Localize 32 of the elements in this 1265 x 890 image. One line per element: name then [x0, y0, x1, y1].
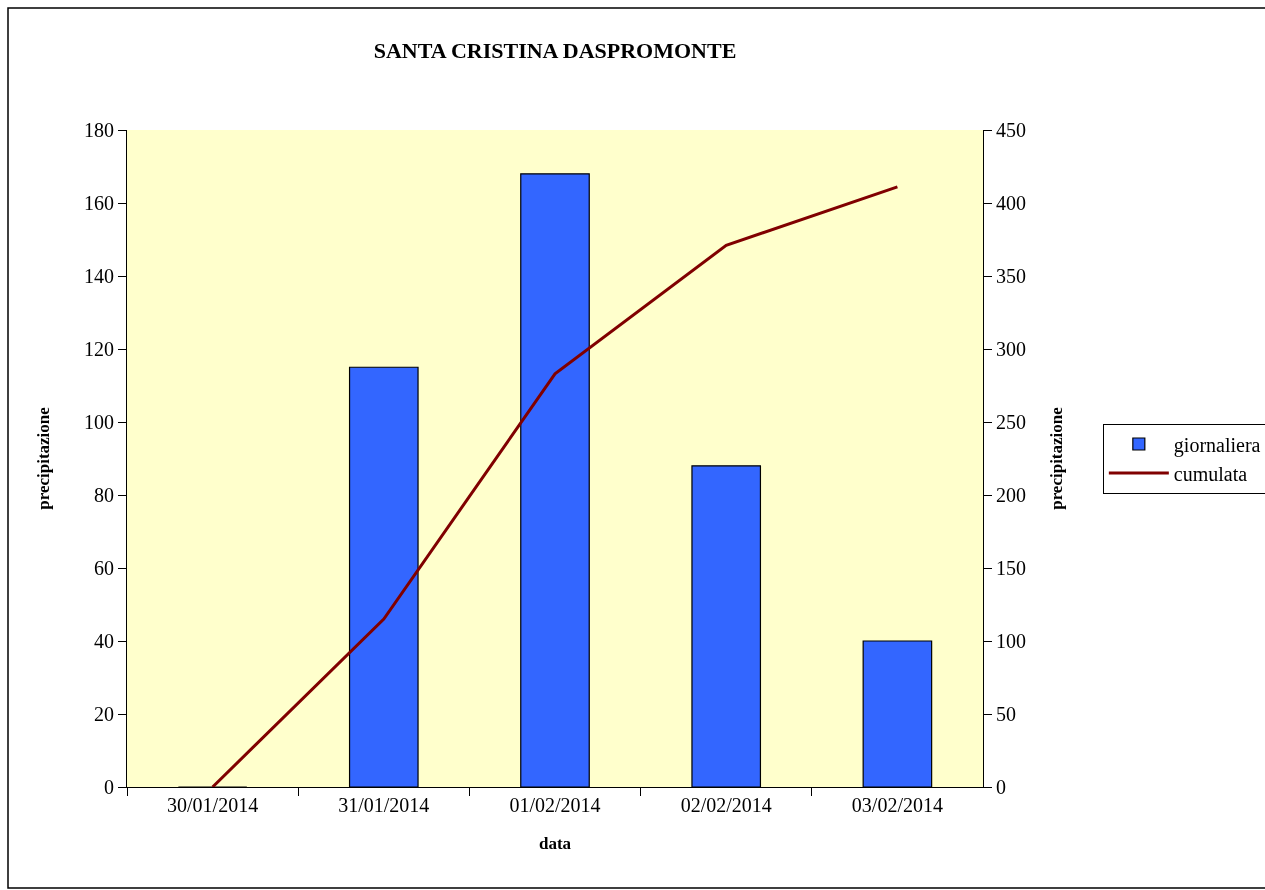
x-tick-label: 01/02/2014 — [509, 794, 601, 816]
y2-tick-label: 50 — [996, 703, 1016, 725]
x-axis-title: data — [538, 834, 572, 854]
y-tick-label: 0 — [104, 776, 114, 798]
x-tick-label: 02/02/2014 — [680, 794, 772, 816]
y2-tick-label: 100 — [996, 630, 1026, 652]
chart-title: SANTA CRISTINA DASPROMONTE — [373, 37, 737, 63]
legend-label: cumulata — [1173, 462, 1248, 485]
y2-tick-label: 300 — [996, 338, 1026, 360]
y2-tick-label: 400 — [996, 192, 1026, 214]
y2-tick-label: 0 — [996, 776, 1006, 798]
y-axis-title: precipitazione — [33, 406, 53, 510]
line-series — [211, 185, 899, 787]
y2-tick-label: 350 — [996, 265, 1026, 287]
legend-label: giornaliera — [1173, 433, 1261, 457]
y-tick-label: 180 — [84, 119, 114, 141]
x-tick-label: 31/01/2014 — [338, 794, 430, 816]
y2-tick-label: 150 — [996, 557, 1026, 579]
y2-tick-label: 250 — [996, 411, 1026, 433]
y-tick-label: 60 — [94, 557, 114, 579]
y-tick-label: 40 — [94, 630, 114, 652]
y-tick-label: 100 — [84, 411, 114, 433]
x-tick-label: 30/01/2014 — [167, 794, 259, 816]
y-tick-label: 140 — [84, 265, 114, 287]
y2-axis-title: precipitazione — [1047, 406, 1067, 510]
y2-tick-label: 200 — [996, 484, 1026, 506]
y-tick-label: 120 — [84, 338, 114, 360]
y-tick-label: 20 — [94, 703, 114, 725]
y-tick-label: 160 — [84, 192, 114, 214]
x-tick-label: 03/02/2014 — [851, 794, 943, 816]
y-tick-label: 80 — [94, 484, 114, 506]
y2-tick-label: 450 — [996, 119, 1026, 141]
